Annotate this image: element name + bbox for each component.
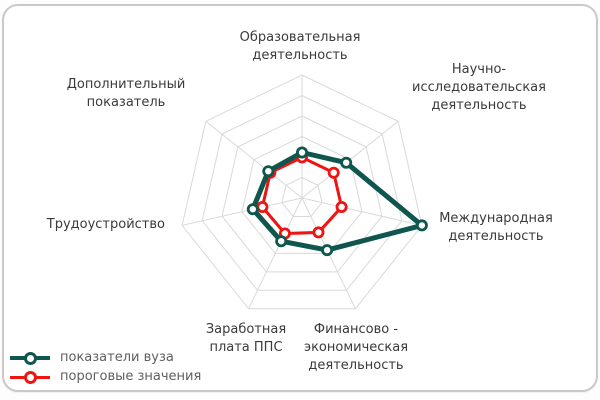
legend-label: показатели вуза: [60, 349, 174, 365]
series-line-university: [250, 150, 425, 253]
axis-label-financial: Финансово - экономическая деятельность: [303, 322, 409, 373]
grid-ring: [221, 115, 383, 273]
axis-label-salary: Заработная плата ППС: [205, 322, 287, 355]
data-point-marker: [295, 146, 308, 159]
grid-ring: [201, 94, 403, 291]
data-point-marker: [335, 200, 348, 213]
grid-ring: [181, 74, 423, 310]
axis-label-employment: Трудоустройство: [46, 217, 165, 232]
data-point-marker: [327, 166, 340, 179]
data-point-marker: [340, 156, 353, 169]
grid-spoke: [248, 197, 303, 310]
grid-spoke: [205, 120, 303, 199]
axis-label-additional: Дополнительный показатель: [66, 77, 186, 110]
data-point-marker: [415, 219, 428, 232]
data-point-marker: [275, 235, 288, 248]
data-point-marker: [256, 200, 269, 213]
grid-ring: [281, 176, 323, 217]
legend-item-threshold-values: пороговые значения: [10, 367, 201, 386]
axis-label-educational: Образовательная деятельность: [239, 30, 361, 63]
data-point-marker: [312, 226, 325, 239]
legend-marker-line-circle-icon: [10, 350, 50, 365]
data-point-marker: [262, 165, 275, 178]
legend-label: пороговые значения: [60, 368, 202, 384]
data-point-marker: [321, 244, 334, 257]
grid-spoke: [301, 197, 423, 226]
grid-spoke: [181, 197, 303, 226]
legend-marker-line-circle-icon: [10, 369, 50, 384]
data-point-marker: [246, 203, 259, 216]
axis-label-international: Международная деятельность: [439, 211, 553, 244]
chart-legend: показатели вуза пороговые значения: [10, 348, 201, 386]
axis-label-research: Научно- исследовательская деятельность: [412, 62, 546, 113]
legend-item-university-indicators: показатели вуза: [10, 348, 201, 367]
